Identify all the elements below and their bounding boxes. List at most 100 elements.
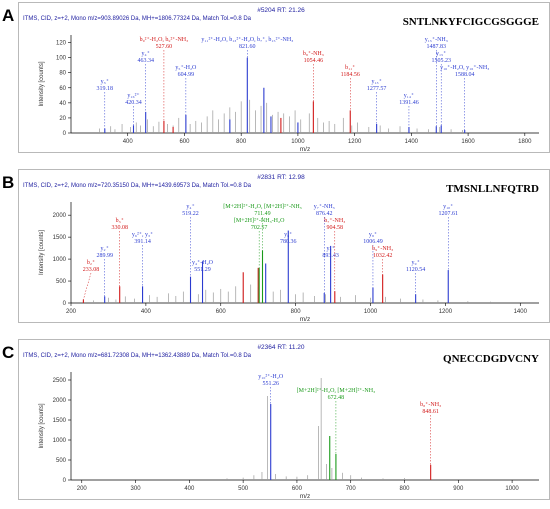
ion-label: [M+2H]²⁺-H₂O, [M+2H]²⁺-NH₃ [297,387,376,394]
peak-annotation: b₁₁⁺1184.56 [341,64,360,111]
spectrum-panel-b: #2831 RT: 12.98 ITMS, CID, z=+2, Mono m/z… [18,169,550,323]
mz-value: 1505.23 [431,58,451,64]
ion-label: y₆⁺ [284,231,292,238]
x-tick-label: 900 [453,486,464,492]
ion-label: y₇⁺ [326,245,334,252]
ion-label: y₁₅⁺ [436,50,446,57]
ion-label: b₁₁⁺ [345,64,355,71]
panel-letter: A [2,6,15,25]
mz-value: 1207.61 [438,211,458,217]
ion-label: y₄⁺ [142,50,150,57]
peptide-sequence: TMSNLLNFQTRD [446,183,539,195]
x-tick-label: 600 [292,486,303,492]
mz-value: 289.99 [96,253,113,259]
ion-label: y₈⁺ [369,231,377,238]
ion-label: y₉⁺ [412,259,420,266]
mz-value: 420.34 [125,100,142,106]
peak-annotation: y₇⁺893.43 [322,245,339,260]
x-tick-label: 1000 [291,139,305,145]
peak-annotation: y₃⁺319.18 [97,78,113,129]
ion-label: b₈⁺-NH₃ [420,401,441,408]
peak-annotation: y₁₀⁺1207.61 [438,203,458,271]
mz-value: 1277.57 [367,86,387,92]
x-tick-label: 500 [238,486,249,492]
mz-value: 1184.56 [341,72,360,78]
ion-label: y₁₀⁺ [443,203,453,210]
x-tick-label: 300 [131,486,142,492]
peak-annotation: y₉⁺1120.54 [406,259,425,295]
x-tick-label: 1400 [405,139,419,145]
mz-value: 876.42 [316,211,333,217]
x-tick-label: 800 [236,139,247,145]
ion-label: b₉²⁺-H₂O, b₉²⁺-NH₃ [140,36,189,43]
peak-annotation: y₂⁺289.99 [96,245,113,297]
y-tick-label: 1500 [53,418,67,424]
x-tick-label: 200 [77,486,88,492]
y-axis-label: Intensity [counts] [39,61,45,106]
y-tick-label: 1000 [53,257,67,263]
scan-header: #2364 RT: 11.20 [257,344,304,351]
x-tick-label: 1000 [505,486,519,492]
x-tick-label: 1200 [348,139,362,145]
x-tick-label: 600 [216,309,227,315]
y-tick-label: 500 [56,279,67,285]
x-tick-label: 800 [400,486,411,492]
scan-parameters: ITMS, CID, z=+2, Mono m/z=903.89026 Da, … [23,16,252,22]
scan-header: #5204 RT: 21.26 [257,7,305,14]
mz-value: 1032.42 [373,253,393,259]
ion-label: b₈⁺-NH₃ [303,50,324,57]
peak-annotation: y₄⁺519.22 [182,203,199,277]
peak-annotation: y₁₁²⁺-H₂O, b₁₃²⁺-H₂O, b₇⁺, b₁₅²⁺-NH₃821.… [201,36,293,58]
y-tick-label: 500 [56,458,67,464]
y-tick-label: 20 [59,116,66,122]
annotation-leader [83,272,92,300]
y-tick-label: 1000 [53,438,67,444]
peak-annotation: y₆⁺780.36 [280,231,297,246]
spectrum-chart: #2364 RT: 11.20 ITMS, CID, z=+2, Mono m/z… [23,344,539,499]
mz-value: 1487.83 [427,44,447,50]
peak-annotation: y₁₆²⁺420.34 [125,92,142,126]
y-tick-label: 0 [63,478,67,484]
ion-label: y₁₄⁺ [404,92,414,99]
x-tick-label: 1400 [514,309,528,315]
ion-label: b₉⁺-NH₃ [372,245,393,252]
mz-value: 1006.49 [363,239,383,245]
ion-label: y₁₀²⁺-H₂O [258,373,284,380]
x-tick-label: 700 [346,486,357,492]
panel-letter: B [2,173,15,192]
mz-value: 551.29 [194,267,211,273]
ion-label: y₄⁺-H₂O [192,259,214,266]
mz-value: 711.49 [254,211,270,217]
mz-value: 848.61 [422,409,439,415]
mz-value: 233.08 [83,267,100,273]
peak-annotation: y₁₄⁺1391.46 [399,92,419,127]
peak-annotation: y₁₃⁺1277.57 [367,78,387,124]
ion-label: y₅⁺-H₂O [175,64,197,71]
spectrum-chart: #2831 RT: 12.98 ITMS, CID, z=+2, Mono m/z… [23,174,539,322]
mz-value: 1054.46 [304,58,324,64]
y-tick-label: 40 [59,101,66,107]
peak-annotation: y₆²⁺, y₃⁺391.14 [132,231,153,287]
peptide-sequence: SNTLNKYFCIGCGSGGGE [403,16,539,28]
ion-label: y₇⁺-NH₃ [314,203,335,210]
x-tick-label: 1800 [518,139,532,145]
x-tick-label: 400 [184,486,195,492]
ion-label: [M+2H]²⁺-NH₃-H₂O [234,217,285,224]
mz-value: 1588.04 [455,72,475,78]
x-axis-label: m/z [300,316,310,322]
peak-annotation: y₁₅⁺1505.23 [431,50,451,126]
x-tick-label: 1000 [364,309,378,315]
mz-value: 893.43 [322,253,339,259]
ion-label: y₂⁺ [101,245,109,252]
mz-value: 702.57 [251,225,268,231]
y-tick-label: 2000 [53,213,67,219]
mz-value: 672.48 [328,395,345,401]
y-tick-label: 2500 [53,378,67,384]
